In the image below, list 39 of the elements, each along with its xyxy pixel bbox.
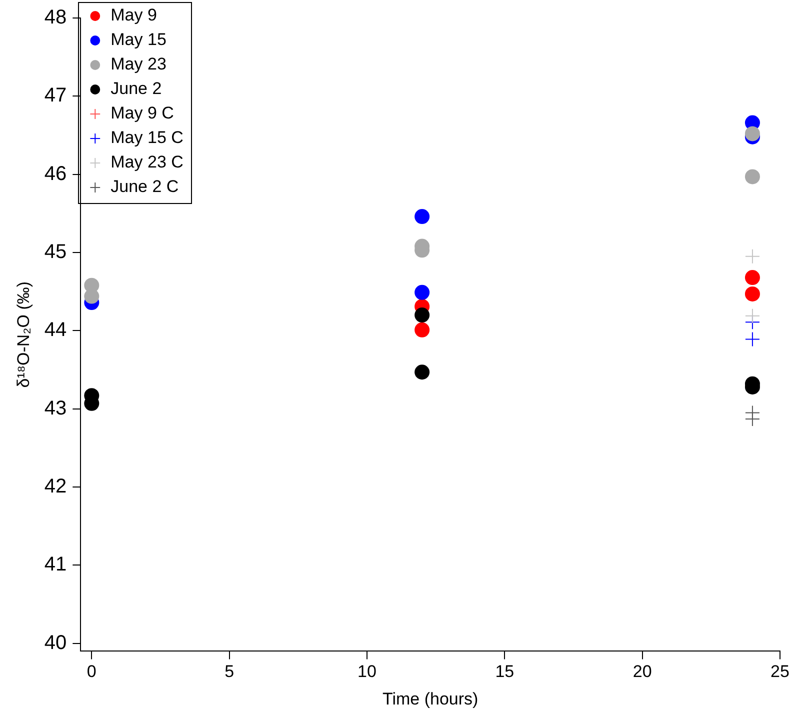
point: [744, 248, 760, 264]
point: [744, 270, 760, 286]
point: [744, 126, 760, 142]
legend-label: May 9 C: [110, 104, 174, 123]
legend-label: May 23: [110, 54, 166, 74]
point: [414, 209, 430, 224]
point: [744, 169, 760, 184]
point: [744, 286, 760, 302]
y-tick-label: 43: [44, 397, 67, 420]
point: [744, 332, 760, 347]
y-tick-label: 44: [44, 319, 67, 342]
y-tick-label: 48: [44, 6, 67, 29]
point: [414, 322, 430, 338]
y-tick-label: 47: [44, 84, 67, 107]
x-tick-label: 15: [495, 662, 514, 682]
legend-label: May 9: [110, 6, 157, 25]
legend-label: May 15 C: [110, 128, 184, 148]
y-tick-label: 46: [44, 162, 67, 185]
point: [414, 308, 430, 323]
x-tick-label: 5: [224, 662, 234, 682]
point: [744, 308, 760, 324]
point: [84, 288, 100, 304]
legend-label: May 23 C: [110, 152, 184, 172]
x-axis-title: Time (hours): [382, 689, 478, 708]
legend-label: June 2: [110, 79, 162, 98]
x-tick-label: 10: [358, 662, 376, 682]
point: [744, 412, 760, 427]
x-tick-label: 20: [632, 662, 652, 682]
y-tick-label: 42: [44, 476, 67, 498]
y-axis-title: δ¹⁸O-N₂O (‰): [14, 281, 33, 388]
point: [414, 284, 430, 300]
legend-label: June 2 C: [110, 177, 179, 196]
y-tick-label: 41: [44, 554, 67, 576]
legend-label: May 15: [110, 30, 166, 50]
point: [414, 364, 430, 380]
x-tick-label: 0: [86, 662, 96, 682]
y-tick-label: 40: [44, 632, 67, 654]
y-tick-label: 45: [44, 241, 67, 264]
x-tick-label: 25: [770, 662, 790, 682]
